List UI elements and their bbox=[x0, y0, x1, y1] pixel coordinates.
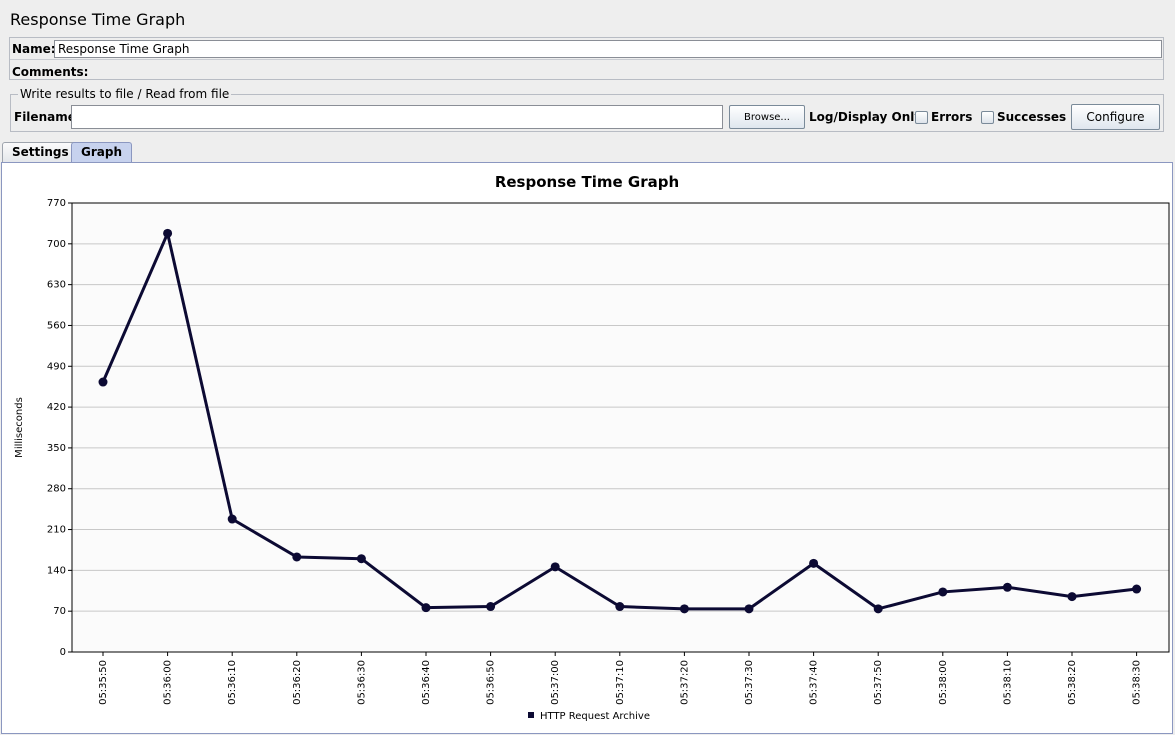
data-point bbox=[486, 602, 496, 612]
data-point bbox=[1002, 582, 1012, 592]
y-tick-label: 560 bbox=[47, 320, 66, 331]
data-point bbox=[292, 552, 302, 562]
data-point bbox=[873, 604, 883, 614]
data-point bbox=[98, 377, 108, 387]
data-point bbox=[1067, 592, 1077, 602]
y-tick-label: 490 bbox=[47, 361, 66, 372]
x-tick-label: 05:38:10 bbox=[1002, 660, 1013, 705]
x-tick-label: 05:37:20 bbox=[679, 660, 690, 705]
data-point bbox=[809, 558, 819, 568]
name-input[interactable] bbox=[54, 40, 1162, 58]
data-point bbox=[163, 228, 173, 238]
x-tick-label: 05:36:00 bbox=[163, 660, 174, 705]
y-axis-label: Milliseconds bbox=[14, 397, 25, 458]
y-tick-label: 280 bbox=[47, 484, 66, 495]
x-tick-label: 05:37:50 bbox=[873, 660, 884, 705]
filename-label: Filename bbox=[14, 110, 76, 124]
data-point bbox=[550, 562, 560, 572]
browse-button[interactable]: Browse... bbox=[729, 105, 805, 129]
x-tick-label: 05:36:40 bbox=[421, 660, 432, 705]
tab-graph[interactable]: Graph bbox=[71, 142, 132, 163]
x-tick-label: 05:38:20 bbox=[1067, 660, 1078, 705]
tab-settings[interactable]: Settings bbox=[2, 142, 79, 163]
data-point bbox=[356, 554, 366, 564]
log-display-only-label: Log/Display Only: bbox=[809, 110, 927, 124]
x-tick-label: 05:36:50 bbox=[486, 660, 497, 705]
plot-background bbox=[72, 203, 1169, 652]
filename-input[interactable] bbox=[71, 105, 723, 129]
y-tick-label: 700 bbox=[47, 239, 66, 250]
file-section-box bbox=[10, 94, 1164, 132]
data-point bbox=[615, 602, 625, 612]
x-tick-label: 05:36:20 bbox=[292, 660, 303, 705]
successes-checkbox[interactable] bbox=[981, 111, 994, 124]
x-tick-label: 05:36:10 bbox=[227, 660, 238, 705]
y-tick-label: 210 bbox=[47, 525, 66, 536]
errors-label: Errors bbox=[931, 110, 973, 124]
file-section-legend: Write results to file / Read from file bbox=[18, 87, 232, 101]
x-tick-label: 05:38:00 bbox=[938, 660, 949, 705]
legend-swatch bbox=[528, 712, 534, 718]
x-tick-label: 05:36:30 bbox=[356, 660, 367, 705]
x-tick-label: 05:37:00 bbox=[550, 660, 561, 705]
x-tick-label: 05:37:30 bbox=[744, 660, 755, 705]
x-tick-label: 05:37:10 bbox=[615, 660, 626, 705]
comments-divider bbox=[10, 59, 1163, 60]
name-label: Name: bbox=[12, 42, 56, 56]
x-tick-label: 05:37:40 bbox=[809, 660, 820, 705]
data-point bbox=[1132, 584, 1142, 594]
y-tick-label: 630 bbox=[47, 280, 66, 291]
x-tick-label: 05:35:50 bbox=[98, 660, 109, 705]
data-point bbox=[744, 604, 754, 614]
data-point bbox=[938, 587, 948, 597]
graph-panel: Response Time Graph 0 70 140 210 280 350 420 490… bbox=[1, 162, 1173, 734]
name-comments-box: Name: Comments: bbox=[9, 37, 1164, 80]
y-tick-label: 140 bbox=[47, 565, 66, 576]
plot-frame bbox=[71, 202, 1170, 653]
y-tick-label: 770 bbox=[47, 198, 66, 209]
data-point bbox=[421, 603, 431, 613]
response-time-chart: Response Time Graph 0 70 140 210 280 350 420 490… bbox=[14, 173, 1170, 722]
x-tick-label: 05:38:30 bbox=[1132, 660, 1143, 705]
legend-label: HTTP Request Archive bbox=[540, 711, 650, 722]
errors-checkbox[interactable] bbox=[915, 111, 928, 124]
data-point bbox=[679, 604, 689, 614]
successes-label: Successes bbox=[997, 110, 1067, 124]
configure-button[interactable]: Configure bbox=[1071, 104, 1160, 130]
chart-title: Response Time Graph bbox=[495, 173, 679, 191]
y-tick-label: 70 bbox=[53, 606, 66, 617]
y-tick-label: 420 bbox=[47, 402, 66, 413]
y-tick-label: 350 bbox=[47, 443, 66, 454]
comments-label: Comments: bbox=[12, 65, 89, 79]
y-tick-label: 0 bbox=[60, 647, 66, 658]
panel-title: Response Time Graph bbox=[10, 10, 186, 29]
data-point bbox=[227, 514, 237, 524]
